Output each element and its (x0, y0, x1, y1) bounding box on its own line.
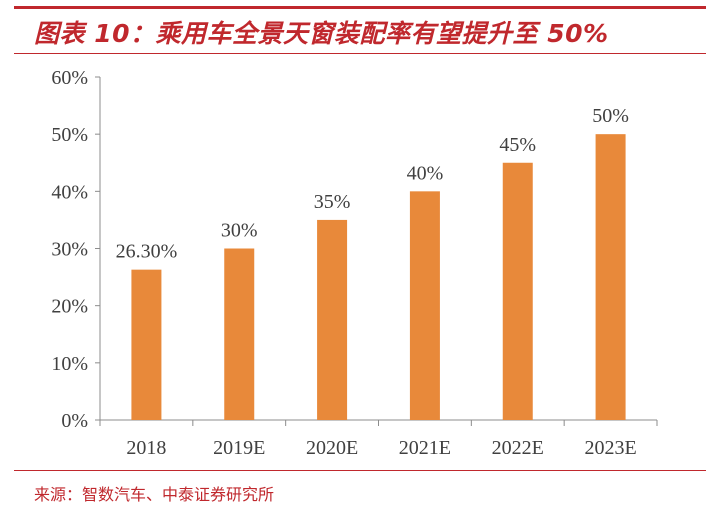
bar-value-label: 40% (407, 162, 444, 184)
top-rule (14, 6, 706, 9)
bar (409, 191, 440, 420)
y-tick-label: 20% (51, 296, 88, 318)
source-note: 来源：智数汽车、中泰证券研究所 (34, 485, 275, 504)
bar (595, 134, 626, 420)
bar (224, 248, 255, 420)
bar-value-label: 30% (221, 220, 258, 242)
y-axis: 0% 10% 20% 30% 40% 50% 60% (51, 67, 101, 432)
y-tick-label: 30% (51, 239, 88, 261)
bar-chart: 0% 10% 20% 30% 40% 50% 60% 2018 2019E 2020E 2021E… (51, 67, 658, 459)
x-tick-label: 2019E (213, 437, 265, 459)
x-axis: 2018 2019E 2020E 2021E 2022E 2023E (99, 419, 658, 459)
chart-title: 图表 10：乘用车全景天窗装配率有望提升至 50% (34, 19, 609, 48)
bars (131, 134, 626, 420)
x-tick-label: 2021E (399, 437, 451, 459)
x-tick-label: 2023E (584, 437, 636, 459)
y-tick-label: 40% (51, 181, 88, 203)
bar (131, 269, 162, 420)
bar (317, 219, 348, 420)
value-labels: 26.30% 30% 35% 40% 45% 50% (116, 105, 629, 262)
x-tick-label: 2018 (126, 437, 166, 459)
bar-value-label: 26.30% (116, 241, 178, 263)
title-rule (14, 53, 706, 54)
y-tick-label: 50% (51, 124, 88, 146)
bar-value-label: 50% (592, 105, 629, 127)
bar-value-label: 35% (314, 191, 351, 213)
y-tick-label: 60% (51, 67, 88, 89)
x-tick-label: 2022E (492, 437, 544, 459)
bar (502, 162, 533, 420)
bar-value-label: 45% (499, 134, 536, 156)
bottom-rule (14, 470, 706, 471)
x-tick-label: 2020E (306, 437, 358, 459)
y-tick-label: 10% (51, 353, 88, 375)
y-tick-label: 0% (61, 410, 88, 432)
